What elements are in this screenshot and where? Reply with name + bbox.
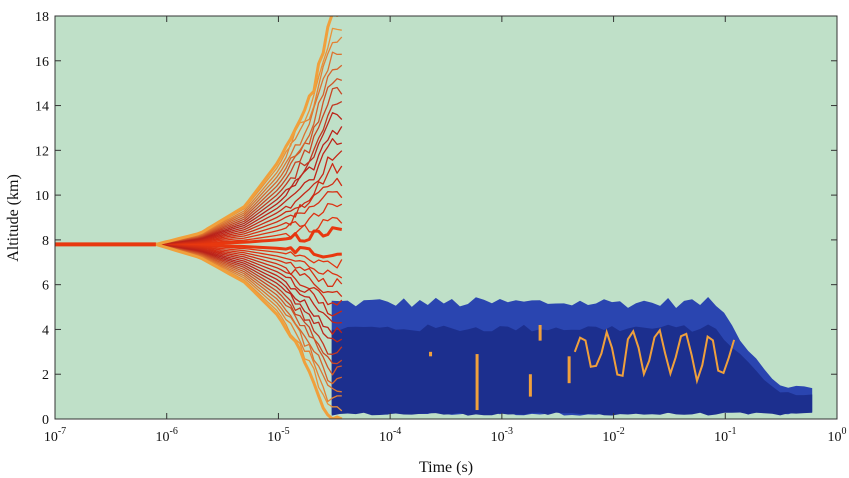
x-axis-title: Time (s) [419,459,473,476]
y-tick-label: 16 [35,55,49,70]
x-tick-label: 10-5 [267,426,289,445]
x-tick-label: 10-1 [714,426,736,445]
y-tick-label: 10 [35,189,49,204]
x-tick-label: 10-4 [379,426,401,445]
x-tick-label: 10-3 [491,426,513,445]
x-tick-label: 10-7 [44,426,66,445]
y-tick-label: 2 [42,368,49,383]
y-tick-label: 6 [42,279,49,294]
y-tick-label: 0 [42,413,49,428]
contour-late-outline [573,327,736,385]
x-tick-label: 10-2 [602,426,624,445]
filled-contour-region [331,297,813,416]
contour-lines [55,16,736,419]
filled-region-inner [331,324,813,416]
y-tick-label: 18 [35,10,49,25]
y-tick-label: 8 [42,234,49,249]
plot-frame [54,15,838,420]
x-axis: 10-7 10-6 10-5 10-4 10-3 10-2 10-1 100 [44,16,847,445]
y-axis: 0 2 4 6 8 10 12 14 16 18 [35,10,837,428]
contour-lower-18 [155,242,343,419]
contour-upper-18 [55,16,340,246]
x-tick-label: 10-6 [156,426,178,445]
y-tick-label: 12 [35,144,49,159]
y-tick-label: 14 [35,100,49,115]
y-tick-label: 4 [42,323,49,338]
y-axis-title: Altitude (km) [5,174,22,262]
x-tick-label: 100 [828,426,847,445]
